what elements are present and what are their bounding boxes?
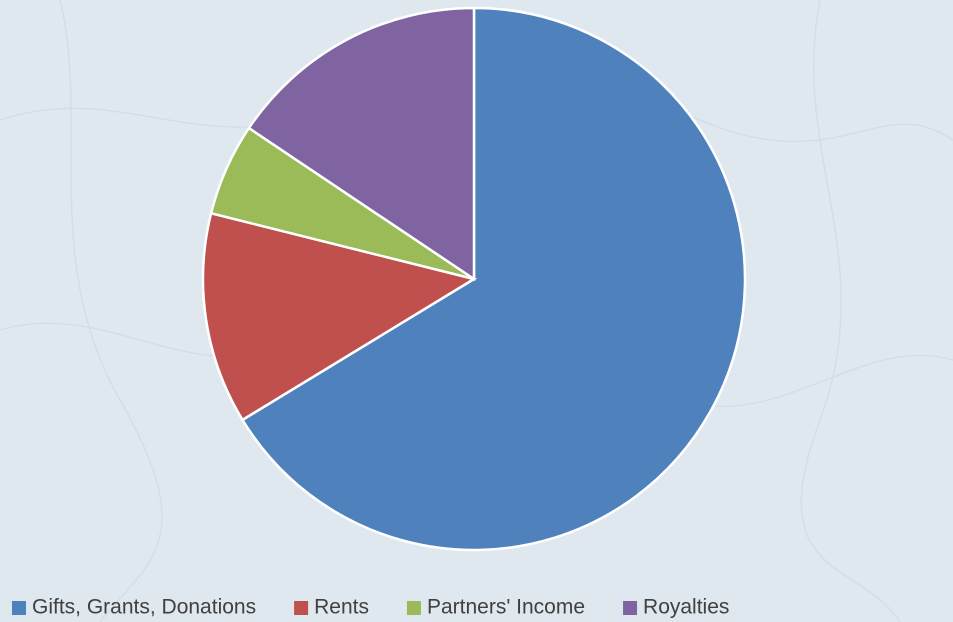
pie-slice [240, 6, 747, 552]
pie-slice [201, 211, 478, 422]
legend-swatch [12, 601, 26, 615]
legend-swatch [294, 601, 309, 615]
legend-label: Partners' Income [427, 596, 585, 619]
legend-label: Rents [314, 596, 369, 619]
legend-label: Gifts, Grants, Donations [32, 596, 256, 619]
pie-slice [247, 6, 476, 282]
legend-label: Royalties [643, 596, 729, 619]
legend-swatch [623, 601, 638, 615]
legend-swatch [406, 601, 421, 615]
